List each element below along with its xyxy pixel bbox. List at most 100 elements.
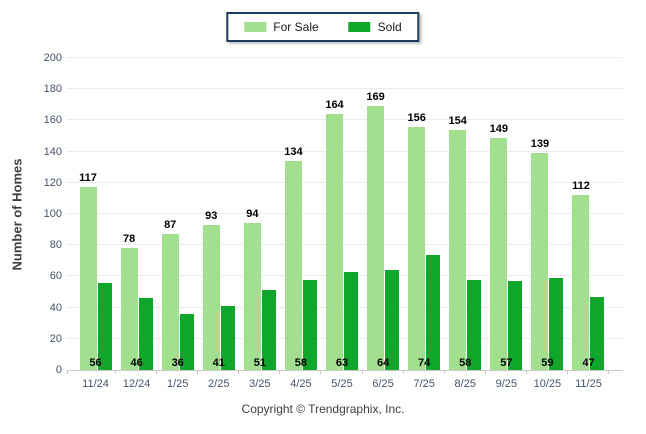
y-axis-tick-label: 120	[43, 176, 62, 189]
category-slot: 78 46 12/24	[116, 58, 158, 390]
x-axis-label: 8/25	[454, 378, 476, 390]
sold-value-label: 63	[335, 357, 349, 369]
gridline	[67, 88, 623, 90]
bar-sold	[344, 272, 358, 370]
gridline	[67, 119, 623, 121]
category-slot: 87 36 1/25	[157, 58, 199, 390]
for-sale-value-label: 112	[572, 180, 590, 192]
bar-for-sale: 149	[490, 123, 508, 370]
y-axis-tick-label: 0	[55, 364, 62, 376]
x-axis-tick	[115, 370, 117, 374]
legend-label-sold: Sold	[377, 20, 402, 34]
x-axis-tick	[361, 370, 363, 374]
x-axis-tick	[320, 370, 322, 374]
bar-pair: 117 56	[79, 172, 112, 370]
bar-pair: 94 51	[243, 208, 276, 370]
x-axis-tick	[238, 370, 240, 374]
for-sale-value-label: 154	[448, 115, 467, 127]
bar-for-sale: 156	[407, 112, 426, 370]
x-axis-label: 7/25	[413, 378, 435, 390]
sold-value-label: 58	[459, 357, 472, 369]
bar-sold	[302, 280, 317, 370]
sold-value-label: 74	[418, 357, 431, 369]
category-slot: 156 74 7/25	[404, 58, 445, 390]
bar-for-sale: 139	[531, 138, 549, 370]
x-axis-label: 5/25	[331, 378, 353, 390]
bar-for-sale: 94	[243, 208, 261, 370]
bar-pair: 93 41	[202, 210, 235, 370]
category-slot: 139 59 10/25	[527, 58, 568, 390]
x-axis-tick	[279, 370, 281, 374]
gridline	[67, 181, 623, 183]
bar-for-sale: 117	[79, 172, 97, 370]
for-sale-value-label: 164	[325, 99, 344, 111]
sold-value-label: 47	[582, 357, 595, 369]
y-axis-tick-label: 140	[43, 145, 62, 158]
bar-pair: 87 36	[161, 219, 194, 370]
category-slot: 93 41 2/25	[198, 58, 240, 390]
x-axis-label: 12/24	[122, 378, 151, 390]
x-axis-label: 4/25	[290, 378, 312, 390]
bar-pair: 149 57	[490, 123, 523, 370]
for-sale-value-label: 87	[164, 219, 177, 231]
for-sale-value-label: 94	[246, 208, 259, 220]
x-axis-tick	[608, 370, 610, 374]
sold-value-label: 46	[130, 357, 143, 369]
plot-area: 117 56 11/24 78 46 12/24 87 36 1/25 93 41 2/25 94 51 3…	[67, 57, 623, 390]
sold-value-label: 56	[89, 357, 102, 369]
y-axis-tick-label: 160	[43, 114, 62, 127]
x-axis-tick	[566, 370, 568, 374]
y-axis-tick-label: 80	[49, 239, 62, 252]
bar-for-sale: 87	[161, 219, 179, 370]
bar-for-sale: 112	[572, 180, 590, 370]
bar-sold	[97, 283, 112, 370]
bar-pair: 78 46	[120, 233, 153, 370]
category-slot: 134 58 4/25	[280, 58, 322, 390]
x-axis-tick	[402, 370, 404, 374]
bar-for-sale: 164	[325, 99, 344, 370]
legend-item-sold: Sold	[348, 20, 402, 34]
for-sale-value-label: 117	[79, 172, 97, 184]
category-slot: 149 57 9/25	[486, 58, 527, 390]
bar-sold	[549, 278, 564, 370]
y-axis-tick-label: 180	[43, 83, 62, 96]
y-axis-tick-label: 40	[49, 301, 62, 314]
x-axis-label: 11/25	[575, 378, 602, 390]
bar-pair: 112 47	[572, 180, 605, 370]
sold-value-label: 58	[294, 357, 308, 369]
gridline	[67, 57, 623, 58]
bar-slots: 117 56 11/24 78 46 12/24 87 36 1/25 93 41 2/25 94 51 3…	[75, 58, 610, 390]
bar-for-sale: 134	[284, 146, 303, 370]
copyright-text: Copyright © Trendgraphix, Inc.	[241, 402, 405, 416]
bar-pair: 164 63	[325, 99, 358, 370]
for-sale-value-label: 149	[489, 123, 508, 135]
bar-sold	[426, 255, 441, 370]
for-sale-swatch	[244, 22, 267, 32]
x-axis-tick	[484, 370, 486, 374]
x-axis-label: 3/25	[249, 378, 271, 390]
for-sale-value-label: 156	[407, 112, 426, 124]
x-axis-tick	[443, 370, 445, 374]
x-axis-label: 1/25	[166, 378, 189, 390]
legend-label-for-sale: For Sale	[273, 20, 319, 34]
y-axis-tick-label: 20	[49, 332, 62, 345]
bar-pair: 139 59	[531, 138, 564, 370]
x-axis-tick	[67, 370, 68, 374]
y-axis-tick-label: 60	[49, 270, 62, 283]
sold-value-label: 36	[171, 357, 184, 369]
bar-sold	[508, 281, 523, 370]
gridline	[67, 150, 623, 152]
category-slot: 117 56 11/24	[75, 58, 117, 390]
category-slot: 164 63 5/25	[321, 58, 363, 390]
sold-value-label: 41	[212, 357, 225, 369]
y-axis-tick-label: 100	[43, 208, 62, 220]
bar-pair: 156 74	[407, 112, 441, 370]
gridline	[67, 244, 623, 246]
bar-sold	[220, 306, 235, 370]
y-axis-tick-labels: 0 20 40 60 80 100 120 140 160 180 200	[0, 52, 62, 376]
bar-pair: 134 58	[284, 146, 317, 370]
sold-value-label: 64	[376, 357, 390, 369]
bar-pair: 169 64	[366, 91, 400, 370]
for-sale-value-label: 169	[366, 91, 385, 103]
x-axis-label: 6/25	[372, 378, 394, 390]
